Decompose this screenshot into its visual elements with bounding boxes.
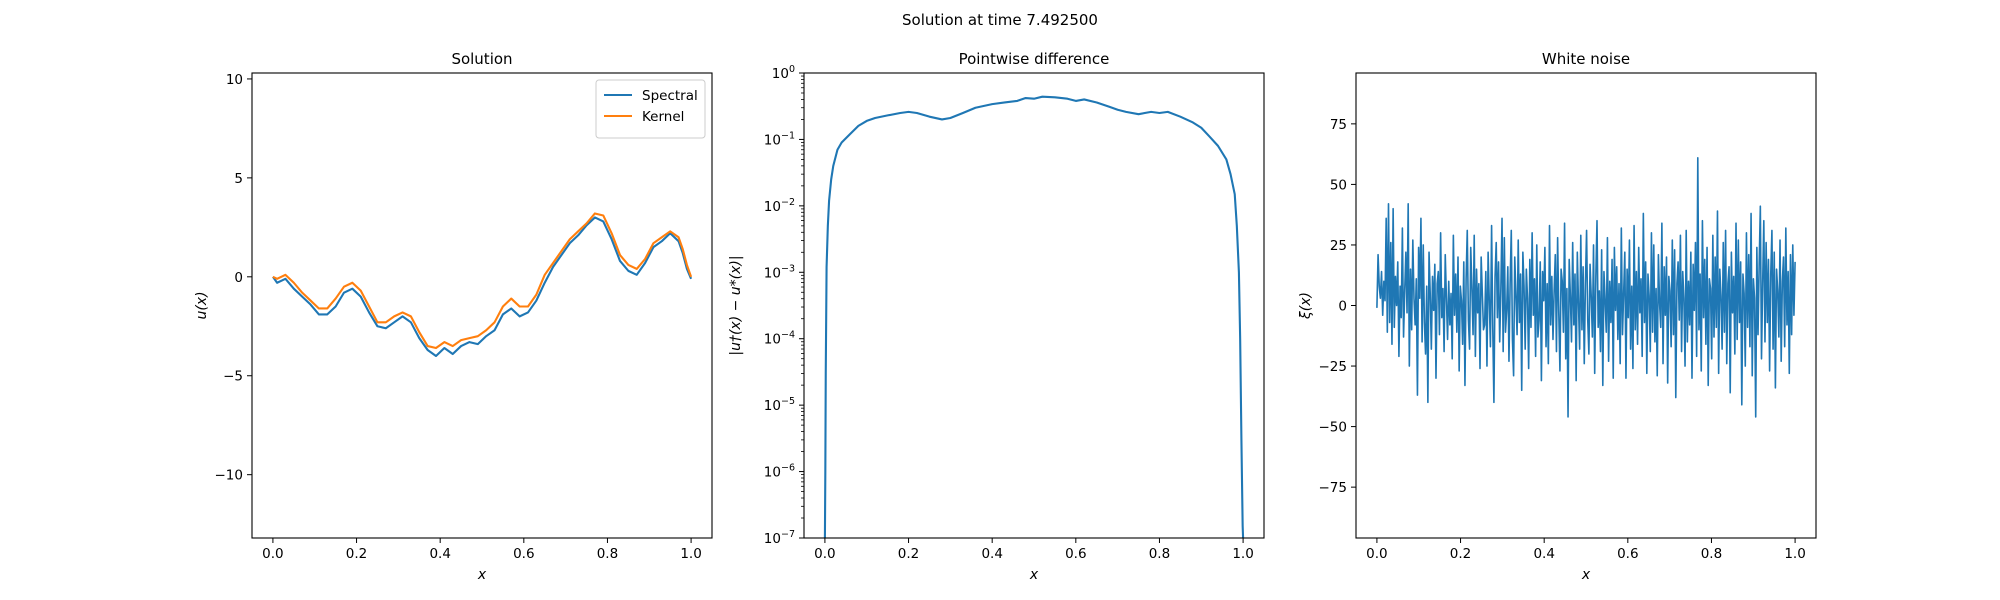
- solution-legend-label-kernel: Kernel: [642, 109, 684, 125]
- white-noise-ytick-label: 25: [1330, 238, 1347, 254]
- solution-xtick-label: 0.2: [346, 546, 367, 562]
- pointwise-difference-xtick-label: 1.0: [1232, 546, 1253, 562]
- pointwise-difference-ytick-label: 100: [772, 64, 795, 82]
- white-noise-ytick-label: 75: [1330, 117, 1347, 133]
- pointwise-difference-ytick-label: 10−3: [764, 263, 795, 281]
- pointwise-difference-ytick-label: 10−4: [764, 330, 795, 348]
- pointwise-difference-ytick-label: 10−2: [764, 197, 795, 215]
- solution-xtick-label: 0.0: [262, 546, 283, 562]
- solution-ytick-label: −10: [215, 468, 244, 484]
- solution-ylabel: u(x): [194, 291, 210, 319]
- pointwise-difference-chart: 0.0 0.2 0.4 0.6 0.8 1.0 10−7 10−6 10−5 10−4 10−3 10…: [728, 50, 1265, 583]
- white-noise-xtick-label: 0.6: [1617, 546, 1638, 562]
- white-noise-xtick-label: 0.4: [1533, 546, 1554, 562]
- white-noise-xtick-label: 1.0: [1784, 546, 1805, 562]
- white-noise-ytick-label: −50: [1319, 420, 1348, 436]
- white-noise-xtick-label: 0.2: [1450, 546, 1471, 562]
- solution-chart: 0.0 0.2 0.4 0.6 0.8 1.0 10 5 0 −5 −10 Solution x u(x)…: [194, 50, 713, 583]
- solution-ytick-label: 0: [234, 270, 243, 286]
- pointwise-difference-series-line-0: [823, 95, 1245, 538]
- pointwise-difference-xtick-label: 0.2: [898, 546, 919, 562]
- white-noise-series-line-0: [1376, 156, 1796, 418]
- solution-xtick-label: 0.4: [429, 546, 450, 562]
- solution-title: Solution: [451, 50, 512, 68]
- pointwise-difference-title: Pointwise difference: [959, 50, 1110, 68]
- solution-ytick-label: 5: [234, 171, 243, 187]
- pointwise-difference-ytick-label: 10−5: [764, 396, 795, 414]
- pointwise-difference-xtick-label: 0.8: [1149, 546, 1170, 562]
- pointwise-difference-axes-frame: [803, 72, 1265, 539]
- pointwise-difference-xtick-label: 0.4: [981, 546, 1002, 562]
- solution-axes-frame: [251, 72, 713, 539]
- white-noise-ytick-label: 50: [1330, 177, 1347, 193]
- white-noise-ylabel: ξ(x): [1298, 292, 1314, 320]
- solution-series-line-spectral: [272, 216, 693, 358]
- white-noise-xlabel: x: [1581, 567, 1591, 583]
- white-noise-title: White noise: [1542, 50, 1630, 68]
- solution-legend: Spectral Kernel: [595, 79, 706, 139]
- solution-legend-label-spectral: Spectral: [642, 88, 698, 104]
- white-noise-ytick-label: 0: [1338, 299, 1347, 315]
- white-noise-xtick-label: 0.0: [1366, 546, 1387, 562]
- solution-ytick-label: −5: [223, 369, 243, 385]
- white-noise-ytick-label: −75: [1319, 480, 1348, 496]
- figure-title: Solution at time 7.492500: [902, 11, 1098, 29]
- solution-xtick-label: 0.6: [513, 546, 534, 562]
- pointwise-difference-xlabel: x: [1029, 567, 1039, 583]
- white-noise-ytick-label: −25: [1319, 359, 1348, 375]
- solution-xtick-label: 0.8: [597, 546, 618, 562]
- pointwise-difference-xtick-label: 0.0: [814, 546, 835, 562]
- solution-xtick-label: 1.0: [680, 546, 701, 562]
- pointwise-difference-ytick-label: 10−7: [764, 529, 795, 547]
- white-noise-chart: 0.0 0.2 0.4 0.6 0.8 1.0 75 50 25 0 −25 −50 −75 White …: [1298, 50, 1817, 583]
- pointwise-difference-ytick-label: 10−1: [764, 130, 795, 148]
- pointwise-difference-ylabel: |u†(x) − u*(x)|: [728, 255, 744, 355]
- white-noise-xtick-label: 0.8: [1701, 546, 1722, 562]
- solution-xlabel: x: [477, 567, 487, 583]
- solution-ytick-label: 10: [226, 72, 243, 88]
- pointwise-difference-xtick-label: 0.6: [1065, 546, 1086, 562]
- solution-series-line-kernel: [272, 212, 693, 350]
- pointwise-difference-ytick-label: 10−6: [764, 463, 795, 481]
